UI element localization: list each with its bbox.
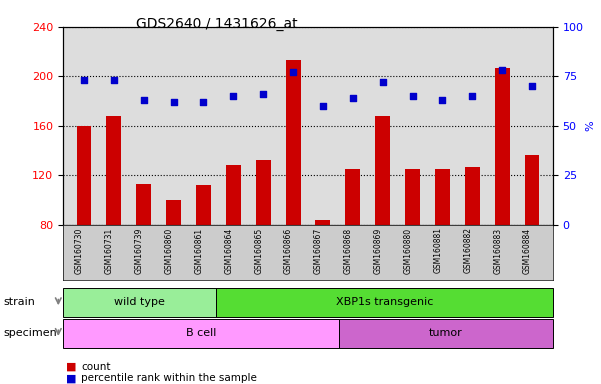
Bar xyxy=(256,161,270,225)
Text: GSM160864: GSM160864 xyxy=(224,227,233,274)
Text: GSM160882: GSM160882 xyxy=(463,227,472,273)
Text: GSM160869: GSM160869 xyxy=(374,227,383,274)
Text: ■: ■ xyxy=(66,362,76,372)
Bar xyxy=(338,319,553,348)
Bar xyxy=(63,319,338,348)
Text: percentile rank within the sample: percentile rank within the sample xyxy=(81,373,257,383)
Text: GSM160731: GSM160731 xyxy=(105,227,114,274)
Point xyxy=(438,97,447,103)
Text: GSM160730: GSM160730 xyxy=(75,227,84,274)
Bar xyxy=(106,116,121,225)
Bar xyxy=(525,156,540,225)
Text: GSM160867: GSM160867 xyxy=(314,227,323,274)
Text: GSM160866: GSM160866 xyxy=(284,227,293,274)
Text: count: count xyxy=(81,362,111,372)
Point xyxy=(378,79,388,85)
Point xyxy=(318,103,328,109)
Point xyxy=(348,95,358,101)
Bar xyxy=(375,116,390,225)
Point xyxy=(169,99,178,105)
Point xyxy=(258,91,268,97)
Text: GSM160861: GSM160861 xyxy=(195,227,204,273)
Bar xyxy=(285,60,300,225)
Text: ■: ■ xyxy=(66,373,76,383)
Bar xyxy=(136,184,151,225)
Bar xyxy=(216,288,553,317)
Text: GSM160883: GSM160883 xyxy=(493,227,502,273)
Text: GSM160739: GSM160739 xyxy=(135,227,144,274)
Bar xyxy=(226,166,241,225)
Text: GSM160860: GSM160860 xyxy=(165,227,174,274)
Bar xyxy=(435,169,450,225)
Point xyxy=(288,69,298,75)
Text: GSM160881: GSM160881 xyxy=(433,227,442,273)
Text: GDS2640 / 1431626_at: GDS2640 / 1431626_at xyxy=(136,17,297,31)
Bar xyxy=(316,220,331,225)
Text: wild type: wild type xyxy=(114,297,165,308)
Point xyxy=(199,99,209,105)
Bar xyxy=(63,288,216,317)
Bar xyxy=(196,185,211,225)
Point xyxy=(139,97,148,103)
Text: B cell: B cell xyxy=(186,328,216,338)
Point xyxy=(498,67,507,73)
Point xyxy=(527,83,537,89)
Bar xyxy=(346,169,360,225)
Bar xyxy=(495,68,510,225)
Point xyxy=(79,77,89,83)
Text: tumor: tumor xyxy=(429,328,463,338)
Text: XBP1s transgenic: XBP1s transgenic xyxy=(336,297,433,308)
Text: specimen: specimen xyxy=(3,328,56,338)
Point xyxy=(109,77,118,83)
Point xyxy=(407,93,417,99)
Bar xyxy=(76,126,91,225)
Bar xyxy=(465,167,480,225)
Point xyxy=(228,93,238,99)
Point xyxy=(468,93,477,99)
Text: GSM160868: GSM160868 xyxy=(344,227,353,273)
Bar xyxy=(166,200,181,225)
Text: GSM160880: GSM160880 xyxy=(403,227,412,273)
Text: GSM160865: GSM160865 xyxy=(254,227,263,274)
Bar xyxy=(405,169,420,225)
Y-axis label: %: % xyxy=(585,121,595,131)
Text: strain: strain xyxy=(3,297,35,308)
Text: GSM160884: GSM160884 xyxy=(523,227,532,273)
